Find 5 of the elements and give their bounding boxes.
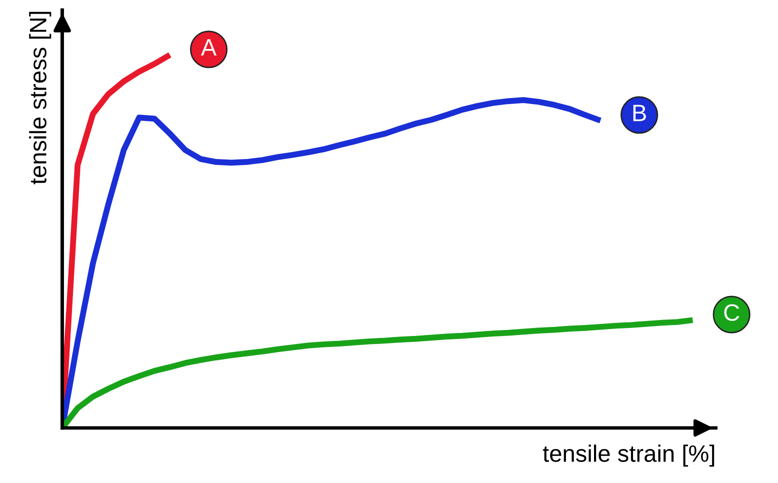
y-axis-title: tensile stress [N] xyxy=(29,12,52,184)
series-label: B xyxy=(633,104,646,122)
series-label: C xyxy=(724,304,740,321)
series-label: A xyxy=(200,39,217,56)
x-axis-title: tensile strain [%] xyxy=(542,444,714,467)
